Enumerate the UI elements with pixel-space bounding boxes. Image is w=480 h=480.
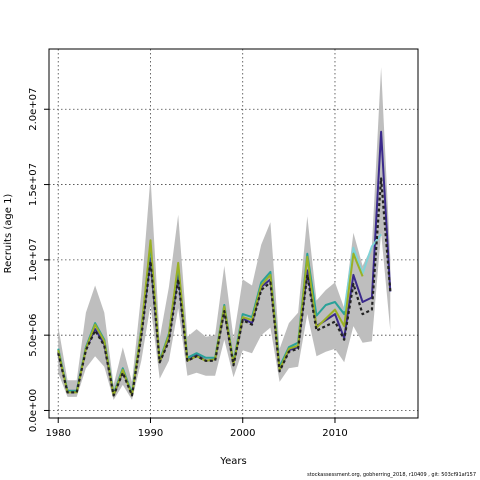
- plot-frame: [48, 48, 419, 419]
- series-layer: [57, 130, 392, 397]
- x-tick-label: 2010: [322, 428, 347, 439]
- x-tick-label: 2000: [230, 428, 255, 439]
- y-axis-title: Recruits (age 1): [3, 194, 14, 274]
- series-line-3: [343, 233, 382, 312]
- y-axis: 0.0e+00 5.0e+06 1.0e+07 1.5e+07 2.0e+07: [28, 88, 49, 432]
- confidence-band-layer: [58, 67, 391, 400]
- x-tick-label: 1980: [45, 428, 70, 439]
- y-tick-label: 5.0e+06: [28, 314, 39, 357]
- footer-credit: stockassessment.org, gobherring_2018, r1…: [307, 472, 476, 478]
- y-tick-label: 1.5e+07: [28, 163, 39, 206]
- y-tick-label: 0.0e+00: [28, 389, 39, 432]
- x-axis-title: Years: [219, 456, 246, 467]
- y-tick-label: 1.0e+07: [28, 238, 39, 281]
- confidence-band: [58, 67, 391, 400]
- y-tick-label: 2.0e+07: [28, 88, 39, 131]
- x-axis: 1980 1990 2000 2010: [45, 418, 348, 439]
- series-line-5: [57, 177, 392, 397]
- x-tick-label: 1990: [138, 428, 163, 439]
